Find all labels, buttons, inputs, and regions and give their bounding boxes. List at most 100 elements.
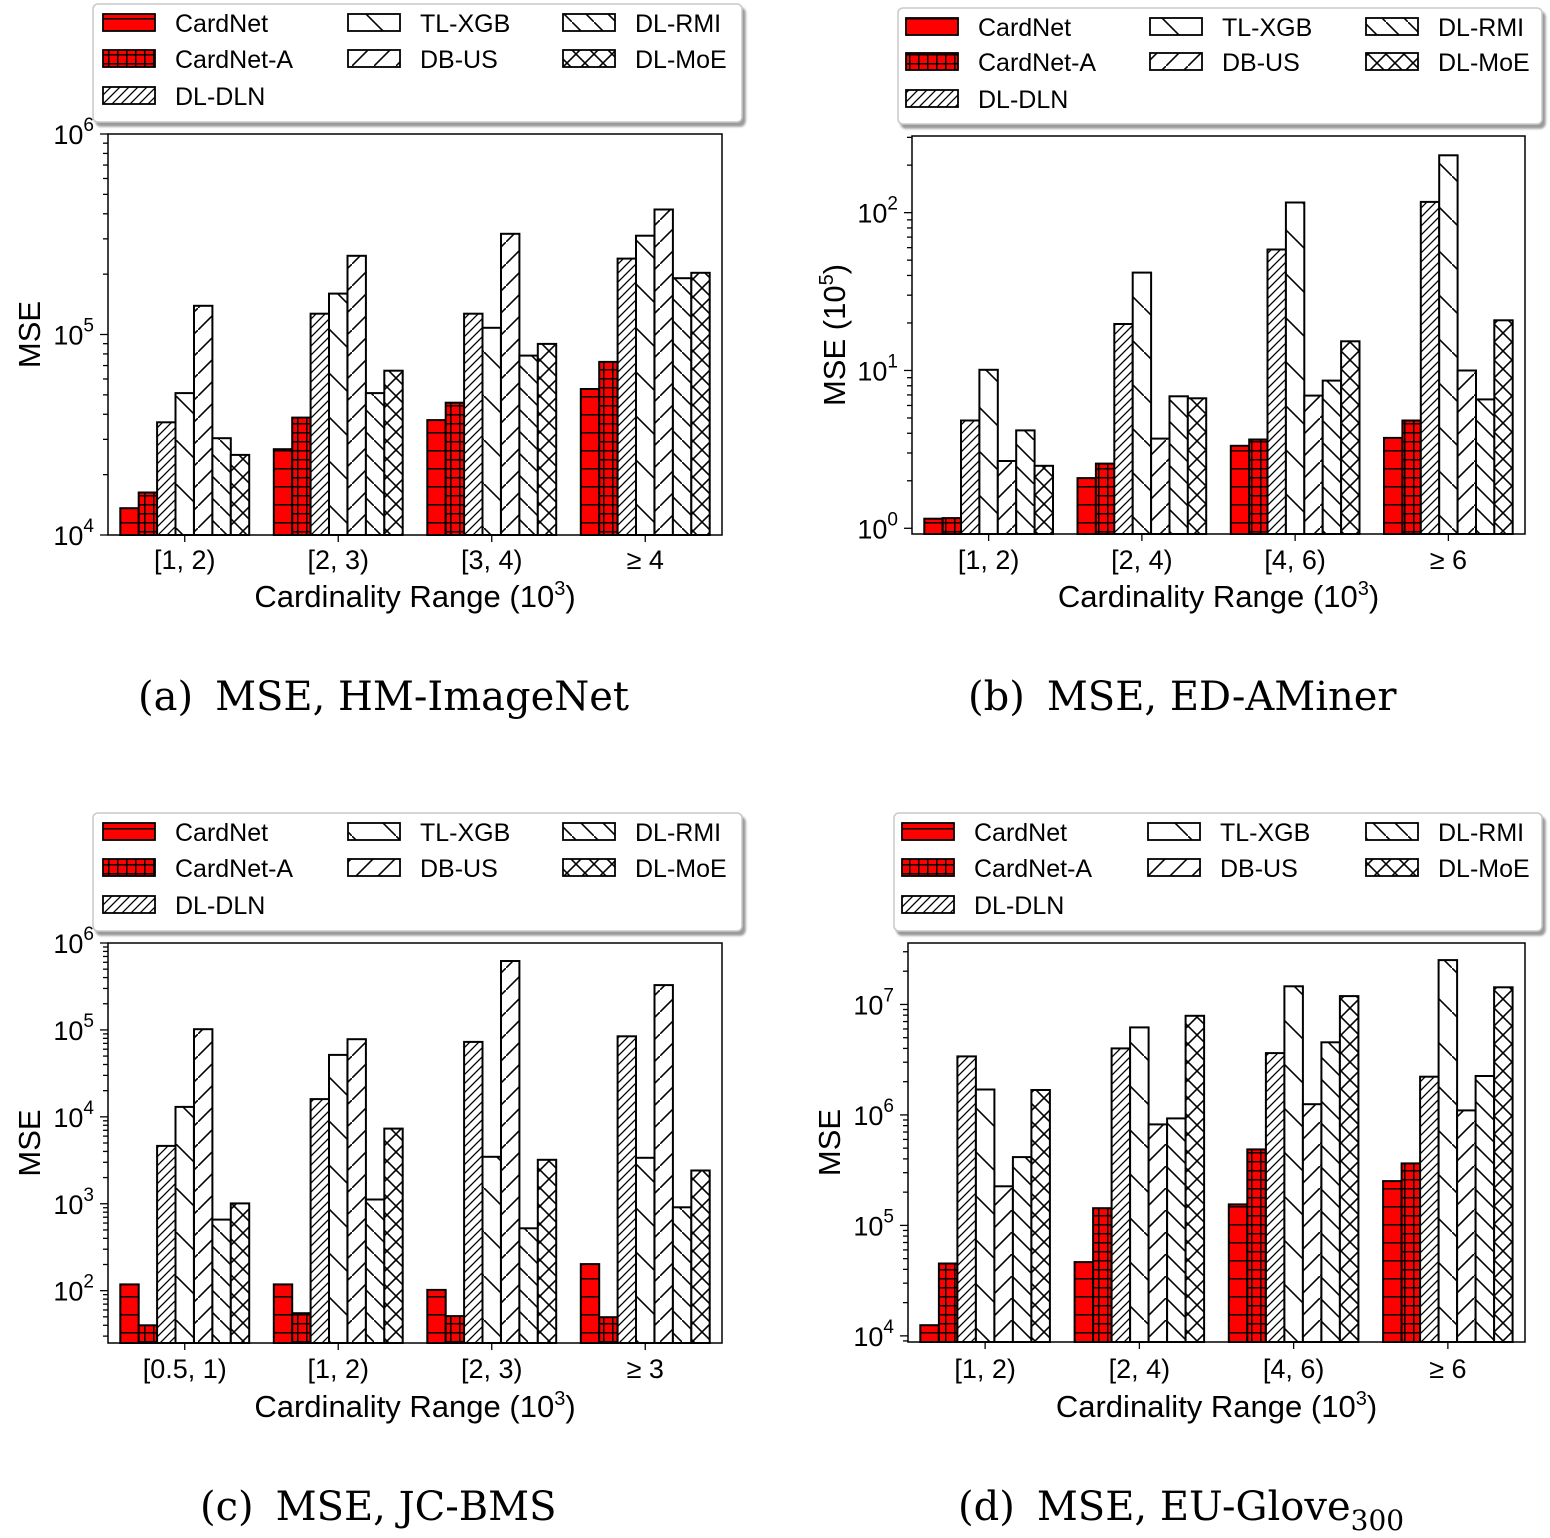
y-tick-exponent: 4 [883,1317,894,1338]
legend-swatch-cardnet [901,822,955,841]
x-tick-label: [0.5, 1) [143,1354,227,1384]
bar-cardnet-1 [923,517,944,536]
bar-cardnet-2 [1076,477,1097,536]
bar-dl-dln-4 [1419,200,1441,535]
bars-group [923,154,1514,536]
bar-dl-dln-4 [616,257,637,536]
bar-tl-xgb-1 [974,1088,996,1343]
bar-dl-dln-1 [956,1055,977,1344]
legend-swatch-dl-rmi [562,822,616,841]
x-axis-label-sup: 3 [554,1388,565,1410]
legend-item-db-us: DB-US [347,46,498,74]
legend-swatch-cardnet-a [901,858,955,877]
bars-group [119,960,711,1345]
bar-dl-moe-3 [1340,340,1361,535]
y-tick-label: 104 [53,1098,94,1133]
x-axis-label-end: ) [565,579,575,614]
bar-tl-xgb-4 [1438,154,1459,536]
legend-item-dl-dln: DL-DLN [901,892,1064,920]
bar-dl-dln-2 [1110,1047,1132,1344]
y-tick-base: 10 [53,929,83,959]
y-tick-exponent: 5 [883,1206,894,1227]
legend-label: DL-MoE [635,46,727,74]
y-tick-label: 105 [53,316,94,351]
legend-swatch-cardnet [905,17,959,36]
bar-db-us-2 [346,254,367,537]
y-tick-base: 10 [53,120,83,150]
bar-db-us-1 [193,304,214,536]
x-axis-label-sup: 3 [1356,1388,1367,1410]
x-axis-label: Cardinality Range (103) [254,1388,575,1424]
bars-group [119,208,711,537]
y-tick-label: 105 [853,1206,894,1241]
legend-label: CardNet [175,10,268,38]
bar-db-us-3 [1303,394,1324,535]
caption-title: MSE, JC-BMS [276,1484,557,1530]
bar-tl-xgb-1 [978,368,999,535]
legend-item-cardnet-a: CardNet-A [901,855,1092,883]
legend-label: DL-RMI [1438,14,1524,42]
bar-dl-rmi-4 [671,277,693,536]
bar-tl-xgb-3 [1283,985,1304,1343]
y-tick-exponent: 2 [83,1272,94,1293]
bar-cardnet-4 [579,1263,601,1344]
legend-item-dl-dln: DL-DLN [102,83,265,111]
bar-db-us-4 [653,984,674,1344]
legend-swatch-dl-rmi [1365,822,1419,841]
legend: CardNet CardNet-A DL-DLN TL-XGB DB-US DL-RMI D… [893,812,1543,932]
bar-db-us-2 [1150,437,1171,536]
legend-item-tl-xgb: TL-XGB [1147,819,1310,847]
bar-cardnet-a-3 [444,1315,466,1344]
bar-dl-moe-2 [383,1127,404,1344]
bar-db-us-4 [1456,1109,1477,1344]
legend-item-cardnet: CardNet [102,819,268,847]
bar-dl-dln-2 [309,312,331,537]
legend-label: DL-RMI [1438,819,1524,847]
y-tick-base: 10 [857,199,887,229]
legend-item-dl-moe: DL-MoE [1365,49,1530,77]
legend-label: TL-XGB [1220,819,1310,847]
bar-dl-dln-2 [1113,323,1134,535]
bar-cardnet-a-2 [291,1312,312,1344]
bar-dl-rmi-1 [1011,1156,1033,1343]
x-axis-label: Cardinality Range (103) [1056,1388,1377,1424]
legend-label: TL-XGB [1222,14,1312,42]
bar-db-us-1 [996,460,1018,535]
caption-subscript: 300 [1351,1504,1404,1537]
legend-item-dl-rmi: DL-RMI [1365,819,1524,847]
x-axis-label-main: Cardinality Range (10 [254,579,554,614]
legend-label: DB-US [1220,855,1298,883]
legend-box [92,3,743,123]
y-tick-exponent: 7 [883,985,894,1006]
y-tick-exponent: 0 [887,509,898,530]
y-tick-label: 102 [53,1272,94,1307]
legend-label: CardNet-A [175,46,293,74]
bar-cardnet-a-4 [598,360,619,536]
x-tick-label: [2, 3) [461,1354,523,1384]
legend-label: DL-MoE [1438,855,1530,883]
legend-label: DL-DLN [175,83,265,111]
y-tick-label: 106 [853,1096,894,1131]
y-tick-exponent: 5 [83,316,94,337]
legend-item-cardnet-a: CardNet-A [102,46,293,74]
bar-cardnet-2 [272,448,294,537]
bar-dl-dln-3 [1264,1052,1286,1343]
bar-dl-dln-4 [1419,1075,1440,1343]
bar-dl-moe-4 [1493,319,1514,535]
y-tick-exponent: 4 [83,1098,94,1119]
legend-label: DL-DLN [175,892,265,920]
legend-label: CardNet [175,819,268,847]
legend-swatch-cardnet-a [102,858,156,877]
bar-dl-rmi-3 [518,354,539,536]
y-tick-base: 10 [853,1101,883,1131]
legend-swatch-tl-xgb [1147,822,1201,841]
legend-label: CardNet-A [978,49,1096,77]
x-axis: [1, 2) [2, 4) [4, 6) ≥ 6 [958,534,1467,575]
y-axis-label-main: MSE [12,301,47,368]
legend-label: CardNet-A [974,855,1092,883]
y-tick-exponent: 1 [887,351,898,372]
y-tick-label: 105 [53,1011,94,1046]
x-axis: [1, 2) [2, 4) [4, 6) ≥ 6 [954,1342,1467,1384]
y-tick-base: 10 [53,1277,83,1307]
